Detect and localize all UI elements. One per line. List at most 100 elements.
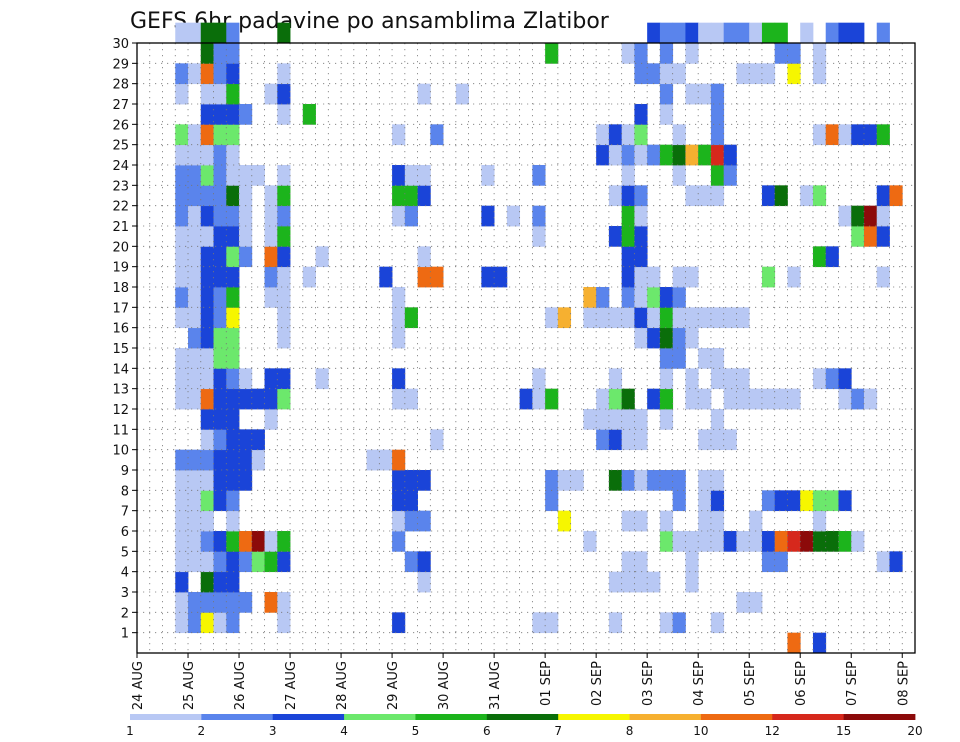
heatmap-cell — [685, 388, 699, 410]
heatmap-cell — [532, 368, 546, 390]
heatmap-cell — [404, 551, 418, 573]
heatmap-cell — [417, 551, 431, 573]
heatmap-cell — [200, 470, 214, 491]
heatmap-cell — [698, 144, 712, 166]
heatmap-cell — [672, 165, 686, 186]
heatmap-cell — [213, 165, 227, 186]
heatmap-cell — [213, 104, 227, 125]
heatmap-cell — [761, 388, 776, 410]
heatmap-cell — [634, 226, 648, 247]
heatmap-cell — [647, 571, 661, 593]
heatmap-cell — [404, 510, 418, 532]
heatmap-cell — [634, 205, 648, 227]
heatmap-cell — [685, 571, 699, 593]
x-tick-label: 29 AUG — [386, 661, 401, 710]
heatmap-cell — [596, 307, 610, 329]
heatmap-cell — [417, 246, 431, 268]
heatmap-cell — [749, 388, 763, 410]
heatmap-cell — [557, 307, 572, 329]
heatmap-cell — [621, 287, 635, 308]
heatmap-cell — [200, 185, 214, 207]
heatmap-cell — [825, 246, 839, 268]
y-tick-label: 1 — [121, 627, 129, 642]
heatmap-cell — [188, 388, 202, 410]
heatmap-cell — [175, 266, 189, 288]
heatmap-cell — [379, 449, 393, 471]
heatmap-cell — [430, 124, 444, 146]
heatmap-cell — [200, 612, 214, 634]
heatmap-cell — [723, 144, 737, 166]
x-tick-label: 24 AUG — [131, 661, 146, 710]
heatmap-cell — [634, 510, 648, 532]
heatmap-cell — [621, 409, 635, 430]
heatmap-cell — [213, 449, 227, 471]
heatmap-cell — [188, 327, 202, 349]
heatmap-cell — [774, 490, 788, 512]
heatmap-cell — [213, 531, 227, 552]
heatmap-cell — [800, 185, 814, 207]
heatmap-cell — [188, 348, 202, 369]
heatmap-cell — [404, 165, 418, 186]
heatmap-cell — [876, 226, 890, 247]
heatmap-cell — [226, 22, 240, 44]
heatmap-cell — [838, 388, 852, 410]
heatmap-cell — [608, 388, 623, 410]
heatmap-cell — [188, 63, 202, 85]
y-tick-label: 19 — [112, 261, 129, 276]
heatmap-cell — [277, 22, 291, 44]
heatmap-cell — [175, 449, 189, 471]
x-tick-label: 02 SEP — [590, 661, 605, 706]
heatmap-cell — [634, 429, 648, 451]
heatmap-cell — [175, 226, 189, 247]
heatmap-cell — [659, 43, 674, 64]
heatmap-cell — [188, 510, 202, 532]
heatmap-cell — [264, 185, 278, 207]
colorbar-segment — [344, 714, 416, 720]
heatmap-cell — [200, 571, 214, 593]
heatmap-cell — [774, 531, 788, 552]
colorbar-label: 1 — [126, 724, 134, 738]
heatmap-cell — [175, 165, 189, 186]
heatmap-cell — [749, 22, 763, 44]
heatmap-cell — [608, 612, 623, 634]
y-tick-label: 13 — [112, 383, 129, 398]
heatmap-cell — [608, 185, 623, 207]
heatmap-cell — [226, 470, 240, 491]
heatmap-cell — [596, 409, 610, 430]
heatmap-cell — [277, 388, 291, 410]
heatmap-cell — [226, 449, 240, 471]
heatmap-cell — [264, 205, 278, 227]
heatmap-cell — [761, 490, 776, 512]
heatmap-cell — [392, 205, 406, 227]
heatmap-cell — [634, 124, 648, 146]
heatmap-cell — [277, 266, 291, 288]
heatmap-cell — [710, 307, 725, 329]
x-tick-label: 01 SEP — [539, 661, 554, 706]
heatmap-cell — [710, 348, 725, 369]
heatmap-cell — [876, 551, 890, 573]
heatmap-cell — [634, 63, 648, 85]
heatmap-cell — [672, 144, 686, 166]
heatmap-cell — [672, 612, 686, 634]
heatmap-cell — [685, 531, 699, 552]
heatmap-cell — [787, 490, 801, 512]
heatmap-cell — [392, 388, 406, 410]
heatmap-cell — [188, 124, 202, 146]
heatmap-cell — [251, 165, 265, 186]
heatmap-cell — [264, 592, 278, 613]
heatmap-cell — [634, 571, 648, 593]
y-tick-label: 5 — [121, 545, 129, 560]
heatmap-cell — [226, 368, 240, 390]
heatmap-cell — [583, 287, 597, 308]
heatmap-cell — [787, 43, 801, 64]
heatmap-cell — [392, 185, 406, 207]
heatmap-cell — [723, 429, 737, 451]
heatmap-cell — [761, 551, 776, 573]
heatmap-cell — [200, 124, 214, 146]
y-tick-label: 3 — [121, 586, 129, 601]
heatmap-cell — [200, 531, 214, 552]
heatmap-cell — [188, 185, 202, 207]
heatmap-cell — [226, 510, 240, 532]
heatmap-cell — [277, 307, 291, 329]
heatmap-cell — [188, 246, 202, 268]
